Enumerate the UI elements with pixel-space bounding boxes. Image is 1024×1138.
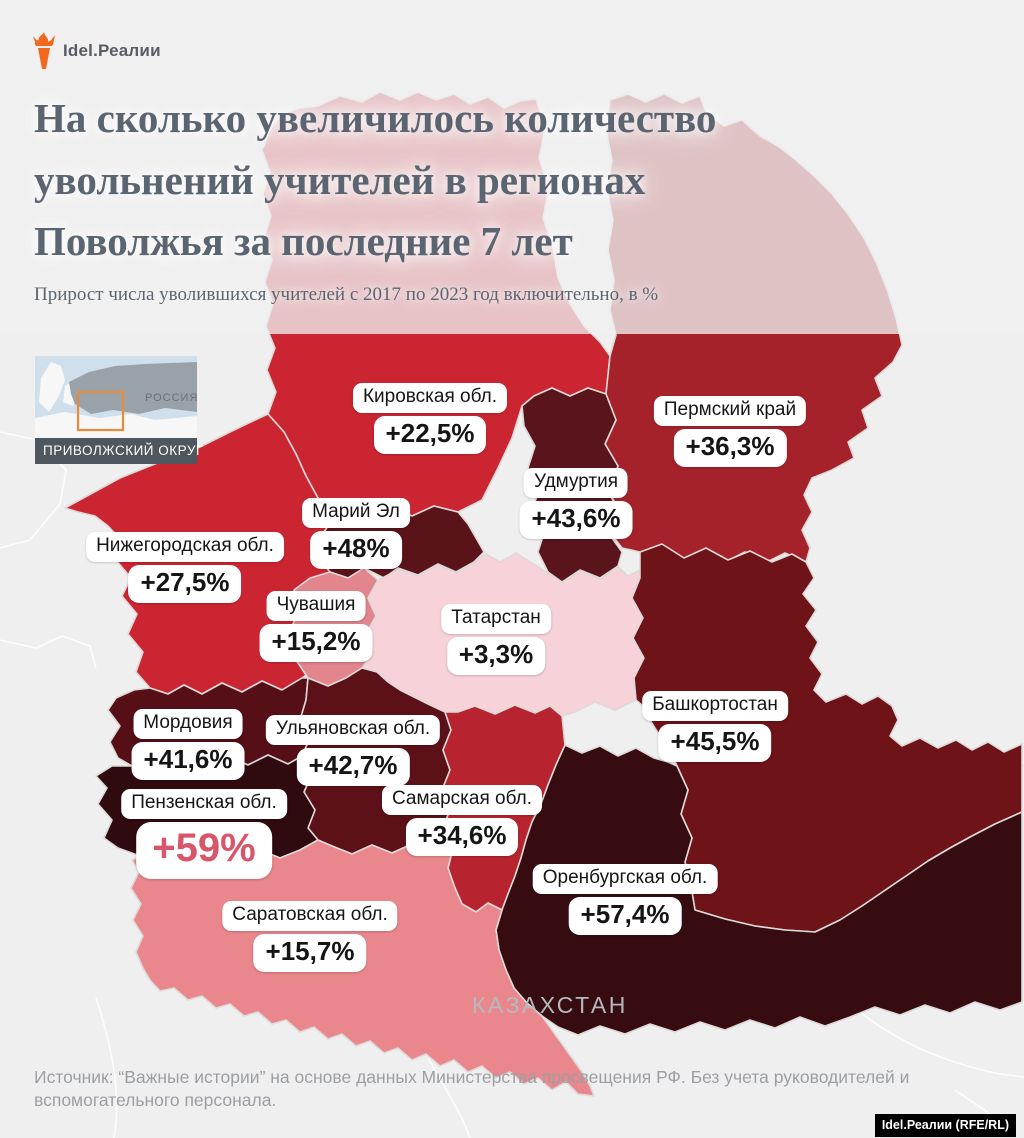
inset-country-label: РОССИЯ xyxy=(145,392,197,404)
label-mordovia: Мордовия +41,6% xyxy=(131,709,245,780)
map-notch xyxy=(80,686,120,722)
label-udmurtia: Удмуртия +43,6% xyxy=(519,468,633,539)
page-subtitle: Прирост числа уволившихся учителей с 201… xyxy=(34,284,659,305)
label-saratovskaya-obl: Саратовская обл. +15,7% xyxy=(222,901,398,972)
label-samarskaya-obl: Самарская обл. +34,6% xyxy=(381,785,543,856)
logo: Idel.Реалии xyxy=(32,32,161,70)
kazakhstan-label: КАЗАХСТАН xyxy=(472,992,628,1018)
label-kirovskaya-obl: Кировская обл. +22,5% xyxy=(352,383,508,454)
credit-stamp: Idel.Реалии (RFE/RL) xyxy=(874,1114,1016,1137)
label-bashkortostan: Башкортостан +45,5% xyxy=(642,691,788,762)
label-orenburgskaya-obl: Оренбургская обл. +57,4% xyxy=(532,864,718,935)
source-note: Источник: “Важные истории” на основе дан… xyxy=(34,1067,910,1111)
logo-text: Idel.Реалии xyxy=(63,41,161,60)
page-title: На сколько увеличилось количество увольн… xyxy=(34,95,717,264)
locator-inset: РОССИЯ ПРИВОЛЖСКИЙ ОКРУГ xyxy=(35,356,203,464)
label-mari-el: Марий Эл +48% xyxy=(302,498,410,569)
torch-icon xyxy=(33,32,55,69)
region-orenburgskaya-obl xyxy=(495,744,1023,1036)
label-nizhegorodskaya-obl: Нижегородская обл. +27,5% xyxy=(86,532,284,603)
label-ulyanovskaya-obl: Ульяновская обл. +42,7% xyxy=(265,715,441,786)
inset-highlight-box xyxy=(76,390,125,432)
label-chuvashia: Чувашия +15,2% xyxy=(259,591,373,662)
locator-map: РОССИЯ xyxy=(35,356,197,438)
label-tatarstan: Татарстан +3,3% xyxy=(441,604,551,675)
label-penzenskaya-obl: Пензенская обл. +59% xyxy=(121,789,287,879)
label-permsky-krai: Пермский край +36,3% xyxy=(653,396,807,467)
map-fade-overlay xyxy=(0,0,1024,334)
inset-caption: ПРИВОЛЖСКИЙ ОКРУГ xyxy=(35,438,203,464)
